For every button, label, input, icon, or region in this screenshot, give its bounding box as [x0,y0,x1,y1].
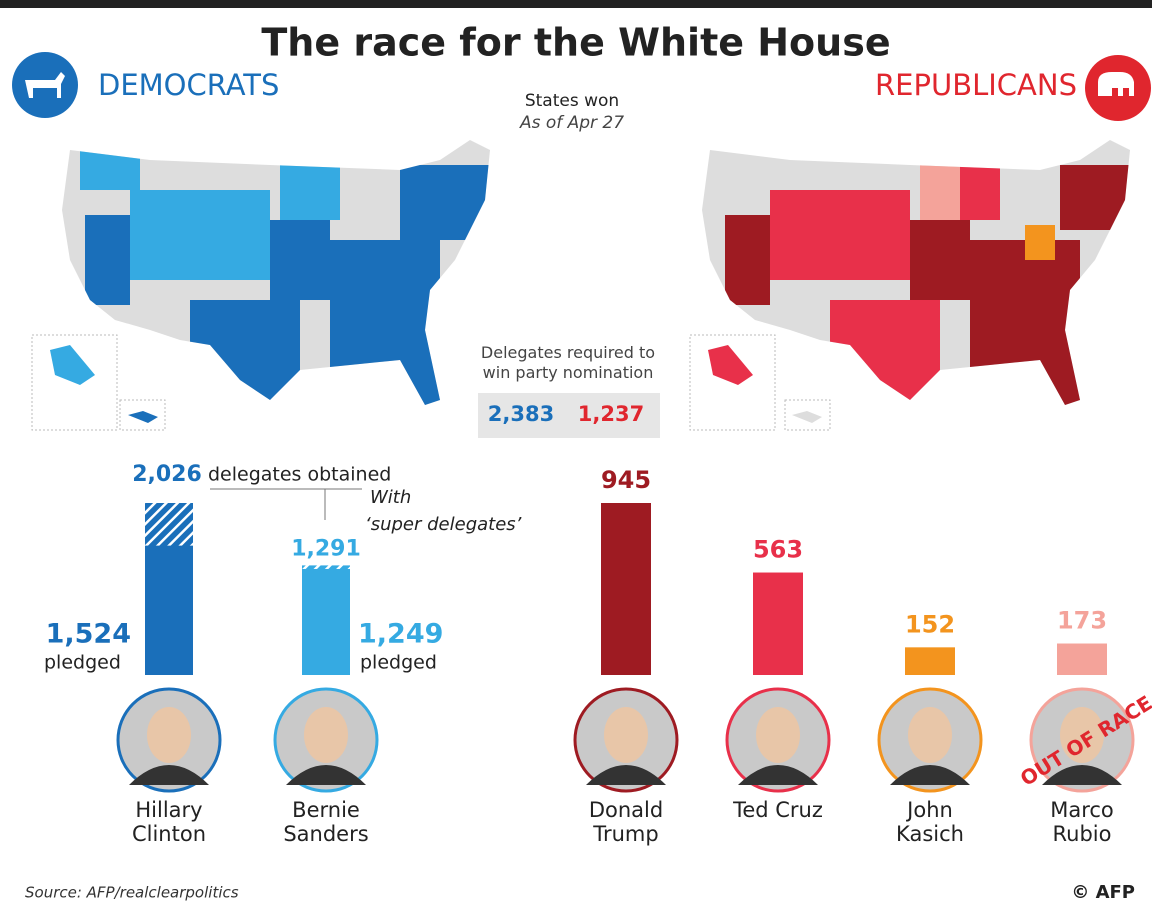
page: The race for the White House DEMOCRATS R… [0,0,1152,907]
pledged-label: pledged [360,652,437,674]
pledged-label: pledged [44,652,121,674]
super-delegates-note: With‘super delegates’ [365,487,522,535]
pledged-bar [145,546,193,675]
obtained-label: delegates obtained [208,464,391,486]
pledged-bar [302,569,350,675]
bar [753,573,803,675]
democrat-icon [12,52,78,118]
required-text: Delegates required to win party nominati… [468,343,668,383]
democrat-map [32,130,510,430]
pledged-value: 1,524 [46,619,131,650]
source: Source: AFP/realclearpolitics [25,884,239,902]
required-value: 1,237 [578,402,644,426]
value-label: 152 [905,610,955,638]
democrats-label: DEMOCRATS [98,68,279,102]
bar [1057,644,1107,675]
title: The race for the White House [261,21,890,65]
candidate-name: Bernie Sanders [271,798,381,846]
candidate-name: John Kasich [875,798,985,846]
republican-icon [1085,55,1151,121]
republicans-label: REPUBLICANS [875,68,1077,102]
total-label: 1,291 [291,536,361,561]
candidate-name: Ted Cruz [723,798,833,822]
total-label: 2,026 [132,462,202,487]
portrait-face [304,707,348,763]
states-won-title: States won [525,91,619,111]
required-value: 2,383 [488,402,554,426]
bar [601,503,651,675]
value-label: 563 [753,536,803,564]
portrait-face [147,707,191,763]
candidate-name: Hillary Clinton [114,798,224,846]
top-bar [0,0,1152,8]
portrait-face [756,707,800,763]
candidate-name: Marco Rubio [1027,798,1137,846]
portrait-face [604,707,648,763]
republican-map [690,130,1150,430]
bar [905,647,955,675]
states-won-date: As of Apr 27 [519,113,624,133]
infographic: The race for the White House DEMOCRATS R… [0,0,1152,907]
credit: © AFP [1071,882,1135,903]
portrait-face [908,707,952,763]
value-label: 173 [1057,607,1107,635]
candidate-name: Donald Trump [571,798,681,846]
pledged-value: 1,249 [358,619,443,650]
value-label: 945 [601,466,651,494]
